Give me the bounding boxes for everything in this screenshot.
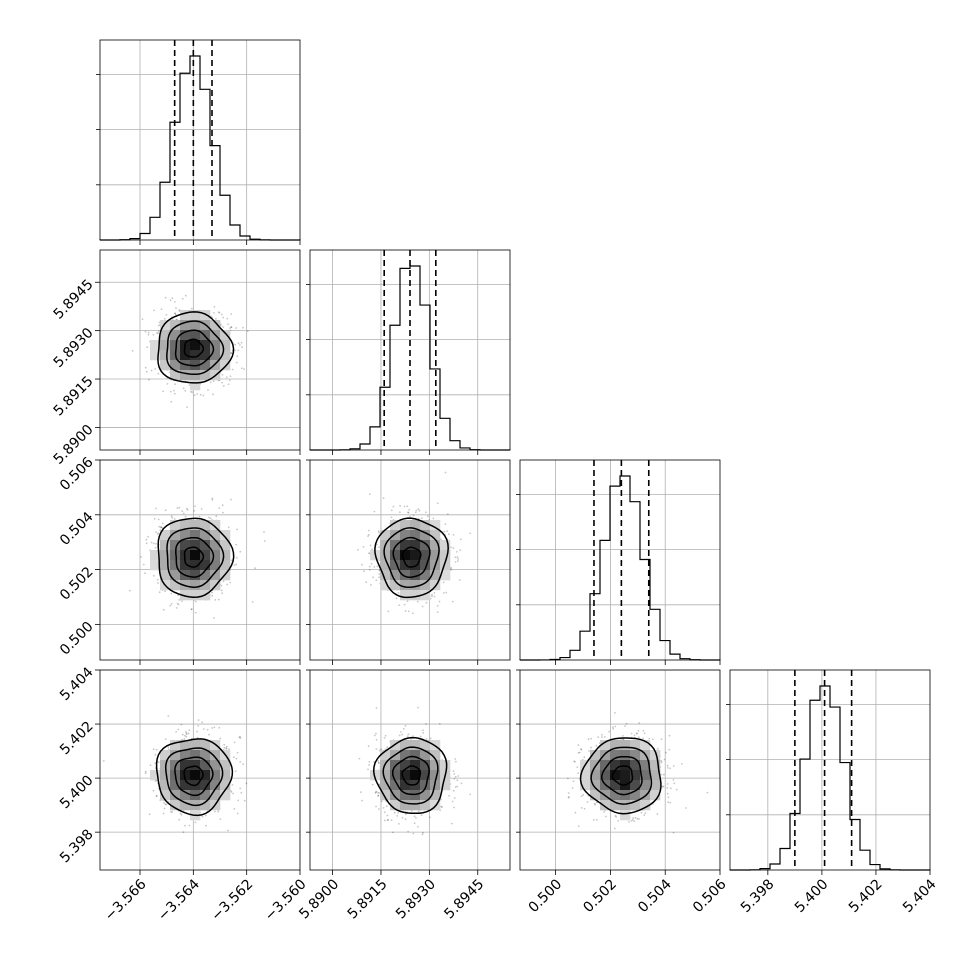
contour-level-4 bbox=[372, 736, 448, 815]
y-tick-label: 5.8945 bbox=[51, 277, 97, 323]
panel-frame bbox=[309, 459, 511, 661]
y-tick-label: 5.400 bbox=[57, 772, 97, 812]
contour-level-1 bbox=[611, 765, 634, 786]
histogram-panel-1 bbox=[96, 39, 301, 241]
x-tick-label: −3.562 bbox=[208, 876, 256, 924]
density-cells bbox=[150, 740, 231, 821]
panel-frame bbox=[519, 459, 721, 661]
contour-level-1 bbox=[183, 765, 204, 787]
y-tick-label: 5.402 bbox=[57, 718, 97, 758]
scatter-panel-4-1 bbox=[99, 669, 301, 871]
contour-level-3 bbox=[164, 747, 224, 807]
contour-level-1 bbox=[401, 546, 422, 568]
y-tick-label: 0.504 bbox=[57, 509, 97, 549]
contour-level-1 bbox=[401, 765, 422, 786]
contour-level-1 bbox=[183, 546, 205, 568]
contour-level-2 bbox=[174, 329, 215, 367]
y-tick-label: 5.404 bbox=[57, 664, 97, 704]
scatter-panel-3-2 bbox=[309, 459, 511, 661]
x-tick-label: 5.8945 bbox=[441, 876, 487, 922]
y-tick-label: 5.398 bbox=[57, 827, 97, 867]
grid-lines bbox=[520, 460, 720, 660]
contour-level-2 bbox=[392, 536, 431, 578]
grid-lines bbox=[310, 460, 510, 660]
panel-frame bbox=[99, 39, 301, 241]
contour-level-3 bbox=[383, 527, 440, 589]
panel-frame bbox=[519, 669, 721, 871]
x-tick-label: 5.8930 bbox=[393, 876, 439, 922]
contour-level-2 bbox=[391, 755, 430, 796]
grid-lines bbox=[730, 670, 930, 870]
x-tick-label: 5.8915 bbox=[345, 876, 391, 922]
histogram-panel-4 bbox=[726, 669, 931, 871]
contour-level-3 bbox=[382, 746, 439, 805]
contour-level-2 bbox=[601, 755, 643, 796]
scatter-panel-2-1 bbox=[99, 249, 301, 451]
x-tick-label: 5.400 bbox=[792, 876, 832, 916]
scatter-panel-3-1 bbox=[99, 459, 301, 661]
x-tick-label: 0.506 bbox=[690, 876, 730, 916]
scatter-panel-4-3 bbox=[519, 669, 721, 871]
density-cells bbox=[370, 740, 451, 811]
y-tick-label: 5.8915 bbox=[51, 373, 97, 419]
x-tick-label: −3.564 bbox=[155, 876, 203, 924]
panel-frame bbox=[309, 249, 511, 451]
x-tick-label: 0.502 bbox=[580, 876, 620, 916]
x-tick-label: 5.404 bbox=[900, 876, 940, 916]
x-tick-label: 0.500 bbox=[526, 876, 566, 916]
contour-level-3 bbox=[590, 746, 653, 805]
contour-level-1 bbox=[183, 338, 205, 358]
scatter-panel-4-2 bbox=[309, 669, 511, 871]
contour-level-4 bbox=[157, 517, 235, 599]
contour-level-3 bbox=[166, 320, 225, 376]
x-tick-label: 5.398 bbox=[738, 876, 778, 916]
contour-level-2 bbox=[175, 536, 215, 578]
contour-level-4 bbox=[374, 517, 449, 599]
histogram-step bbox=[99, 55, 300, 241]
contour-level-4 bbox=[155, 738, 234, 817]
grid-lines bbox=[310, 250, 510, 450]
histogram-panel-2 bbox=[306, 249, 511, 451]
y-tick-label: 5.8930 bbox=[51, 325, 97, 371]
y-tick-label: 0.502 bbox=[57, 564, 97, 604]
panel-frame bbox=[99, 249, 301, 451]
x-tick-label: 5.402 bbox=[846, 876, 886, 916]
contour-level-2 bbox=[174, 756, 214, 797]
panel-frame bbox=[99, 669, 301, 871]
panel-frame bbox=[729, 669, 931, 871]
grid-lines bbox=[520, 670, 720, 870]
histogram-step bbox=[519, 475, 721, 661]
contour-level-4 bbox=[157, 311, 235, 384]
x-tick-label: −3.566 bbox=[102, 876, 150, 924]
y-tick-label: 0.500 bbox=[57, 619, 97, 659]
panel-frame bbox=[99, 459, 301, 661]
histogram-panel-3 bbox=[516, 459, 721, 661]
contour-level-4 bbox=[579, 737, 662, 815]
histogram-step bbox=[729, 685, 930, 871]
x-tick-label: 0.504 bbox=[635, 876, 675, 916]
panel-frame bbox=[309, 669, 511, 871]
contour-level-3 bbox=[166, 527, 225, 588]
